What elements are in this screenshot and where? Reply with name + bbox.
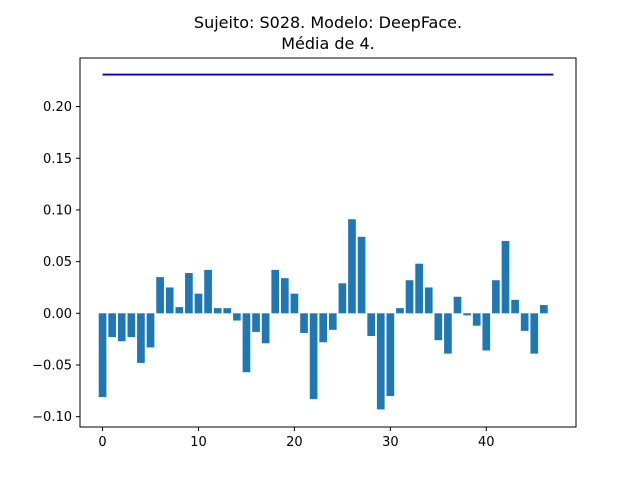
bar [463, 313, 471, 316]
bar [386, 313, 395, 396]
bar [444, 313, 452, 354]
bar [271, 269, 280, 314]
bar [501, 240, 510, 314]
bar [472, 313, 481, 326]
bar [213, 308, 222, 314]
x-tick-label: 40 [478, 435, 495, 450]
bar [511, 299, 519, 314]
bar [280, 278, 289, 314]
y-axis: −0.10 −0.05 0.00 0.05 0.10 0.15 0.20 [32, 100, 80, 425]
bar [261, 313, 270, 344]
bar [415, 263, 423, 314]
bar [482, 313, 491, 351]
bar [357, 236, 366, 314]
bar [367, 313, 376, 337]
x-tick-label: 30 [382, 435, 399, 450]
y-tick-label: 0.00 [43, 307, 72, 322]
chart-title-line2: Média de 4. [281, 34, 375, 53]
bar [204, 269, 212, 314]
x-axis: 0 10 20 30 40 [98, 427, 495, 450]
bar [434, 313, 443, 341]
y-tick-label: 0.05 [43, 255, 72, 270]
bar [453, 296, 462, 314]
bar [338, 283, 347, 314]
bar [156, 277, 164, 314]
y-tick-label: −0.10 [32, 410, 72, 425]
bar [492, 280, 500, 314]
x-tick-label: 10 [190, 435, 207, 450]
bar [185, 272, 193, 314]
bar [540, 305, 548, 314]
bar [424, 287, 433, 314]
bar [328, 313, 337, 330]
bar [396, 308, 404, 314]
bar [175, 307, 184, 314]
y-tick-label: 0.15 [43, 152, 72, 167]
y-tick-label: 0.20 [43, 100, 72, 115]
bar [252, 313, 260, 332]
plot-frame [79, 57, 577, 428]
bar [117, 313, 126, 342]
bar [520, 313, 529, 331]
bar [108, 313, 116, 338]
chart-title-line1: Sujeito: S028. Modelo: DeepFace. [194, 13, 462, 32]
bar [127, 313, 136, 338]
y-tick-label: 0.10 [43, 203, 72, 218]
bar [405, 280, 414, 314]
bar [530, 313, 539, 354]
x-tick-label: 20 [286, 435, 303, 450]
x-tick-label: 0 [98, 435, 106, 450]
bars-group [98, 219, 548, 410]
bar [242, 313, 251, 373]
bar [319, 313, 328, 343]
bar [146, 313, 155, 348]
bar [309, 313, 318, 400]
y-tick-label: −0.05 [32, 358, 72, 373]
bar [233, 313, 241, 321]
bar [98, 313, 107, 398]
bar [348, 219, 356, 314]
bar [194, 293, 203, 314]
bar [376, 313, 385, 410]
bar [137, 313, 145, 363]
bar [165, 287, 174, 314]
bar [300, 313, 308, 333]
bar [223, 308, 232, 314]
bar [290, 293, 299, 314]
